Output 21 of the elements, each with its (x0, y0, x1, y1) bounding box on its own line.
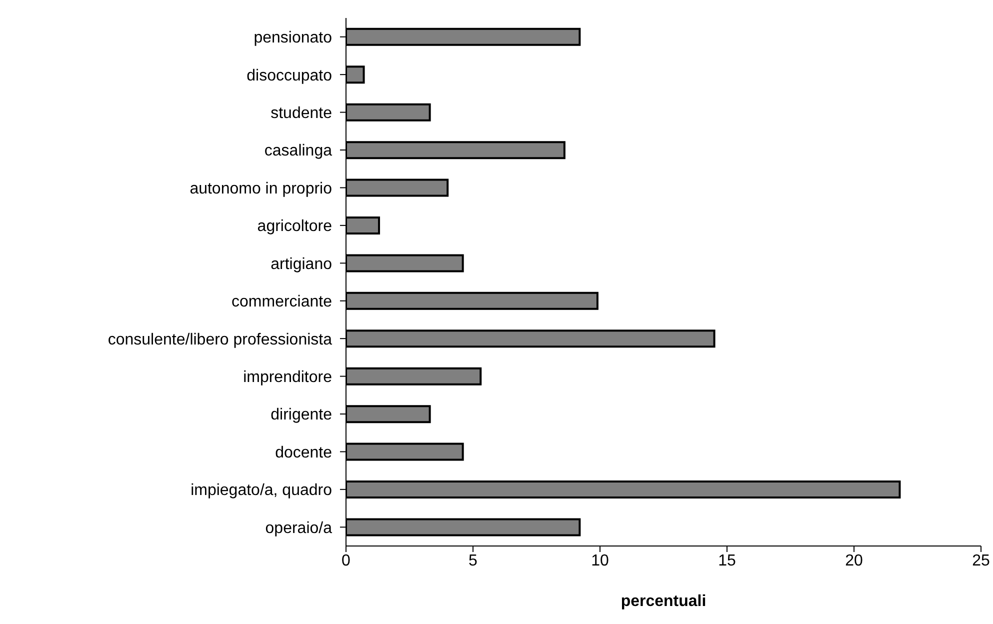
y-tick-label: impiegato/a, quadro (190, 482, 332, 500)
y-tick-label: imprenditore (243, 368, 332, 386)
y-tick-label: artigiano (270, 256, 332, 273)
y-tick-label: casalinga (264, 142, 332, 160)
x-tick-label: 15 (718, 552, 736, 570)
x-tick-label: 5 (468, 552, 478, 570)
y-tick-label: autonomo in proprio (190, 180, 332, 198)
x-axis-title: percentuali (620, 593, 706, 610)
x-tick-label: 10 (591, 552, 609, 570)
y-tick-label: agricoltore (257, 218, 332, 236)
x-tick-label: 20 (845, 552, 863, 570)
y-tick-label: disoccupato (246, 67, 332, 84)
y-tick-label: pensionato (254, 30, 332, 47)
y-tick-label: operaio/a (265, 520, 332, 537)
x-tick-label: 25 (972, 552, 990, 570)
y-tick-label: studente (270, 104, 332, 122)
y-tick-label: docente (275, 444, 332, 462)
y-tick-label: dirigente (270, 406, 332, 424)
y-tick-label: commerciante (232, 294, 332, 311)
x-tick-label: 0 (342, 552, 351, 570)
y-tick-label: consulente/libero professionista (108, 331, 332, 348)
